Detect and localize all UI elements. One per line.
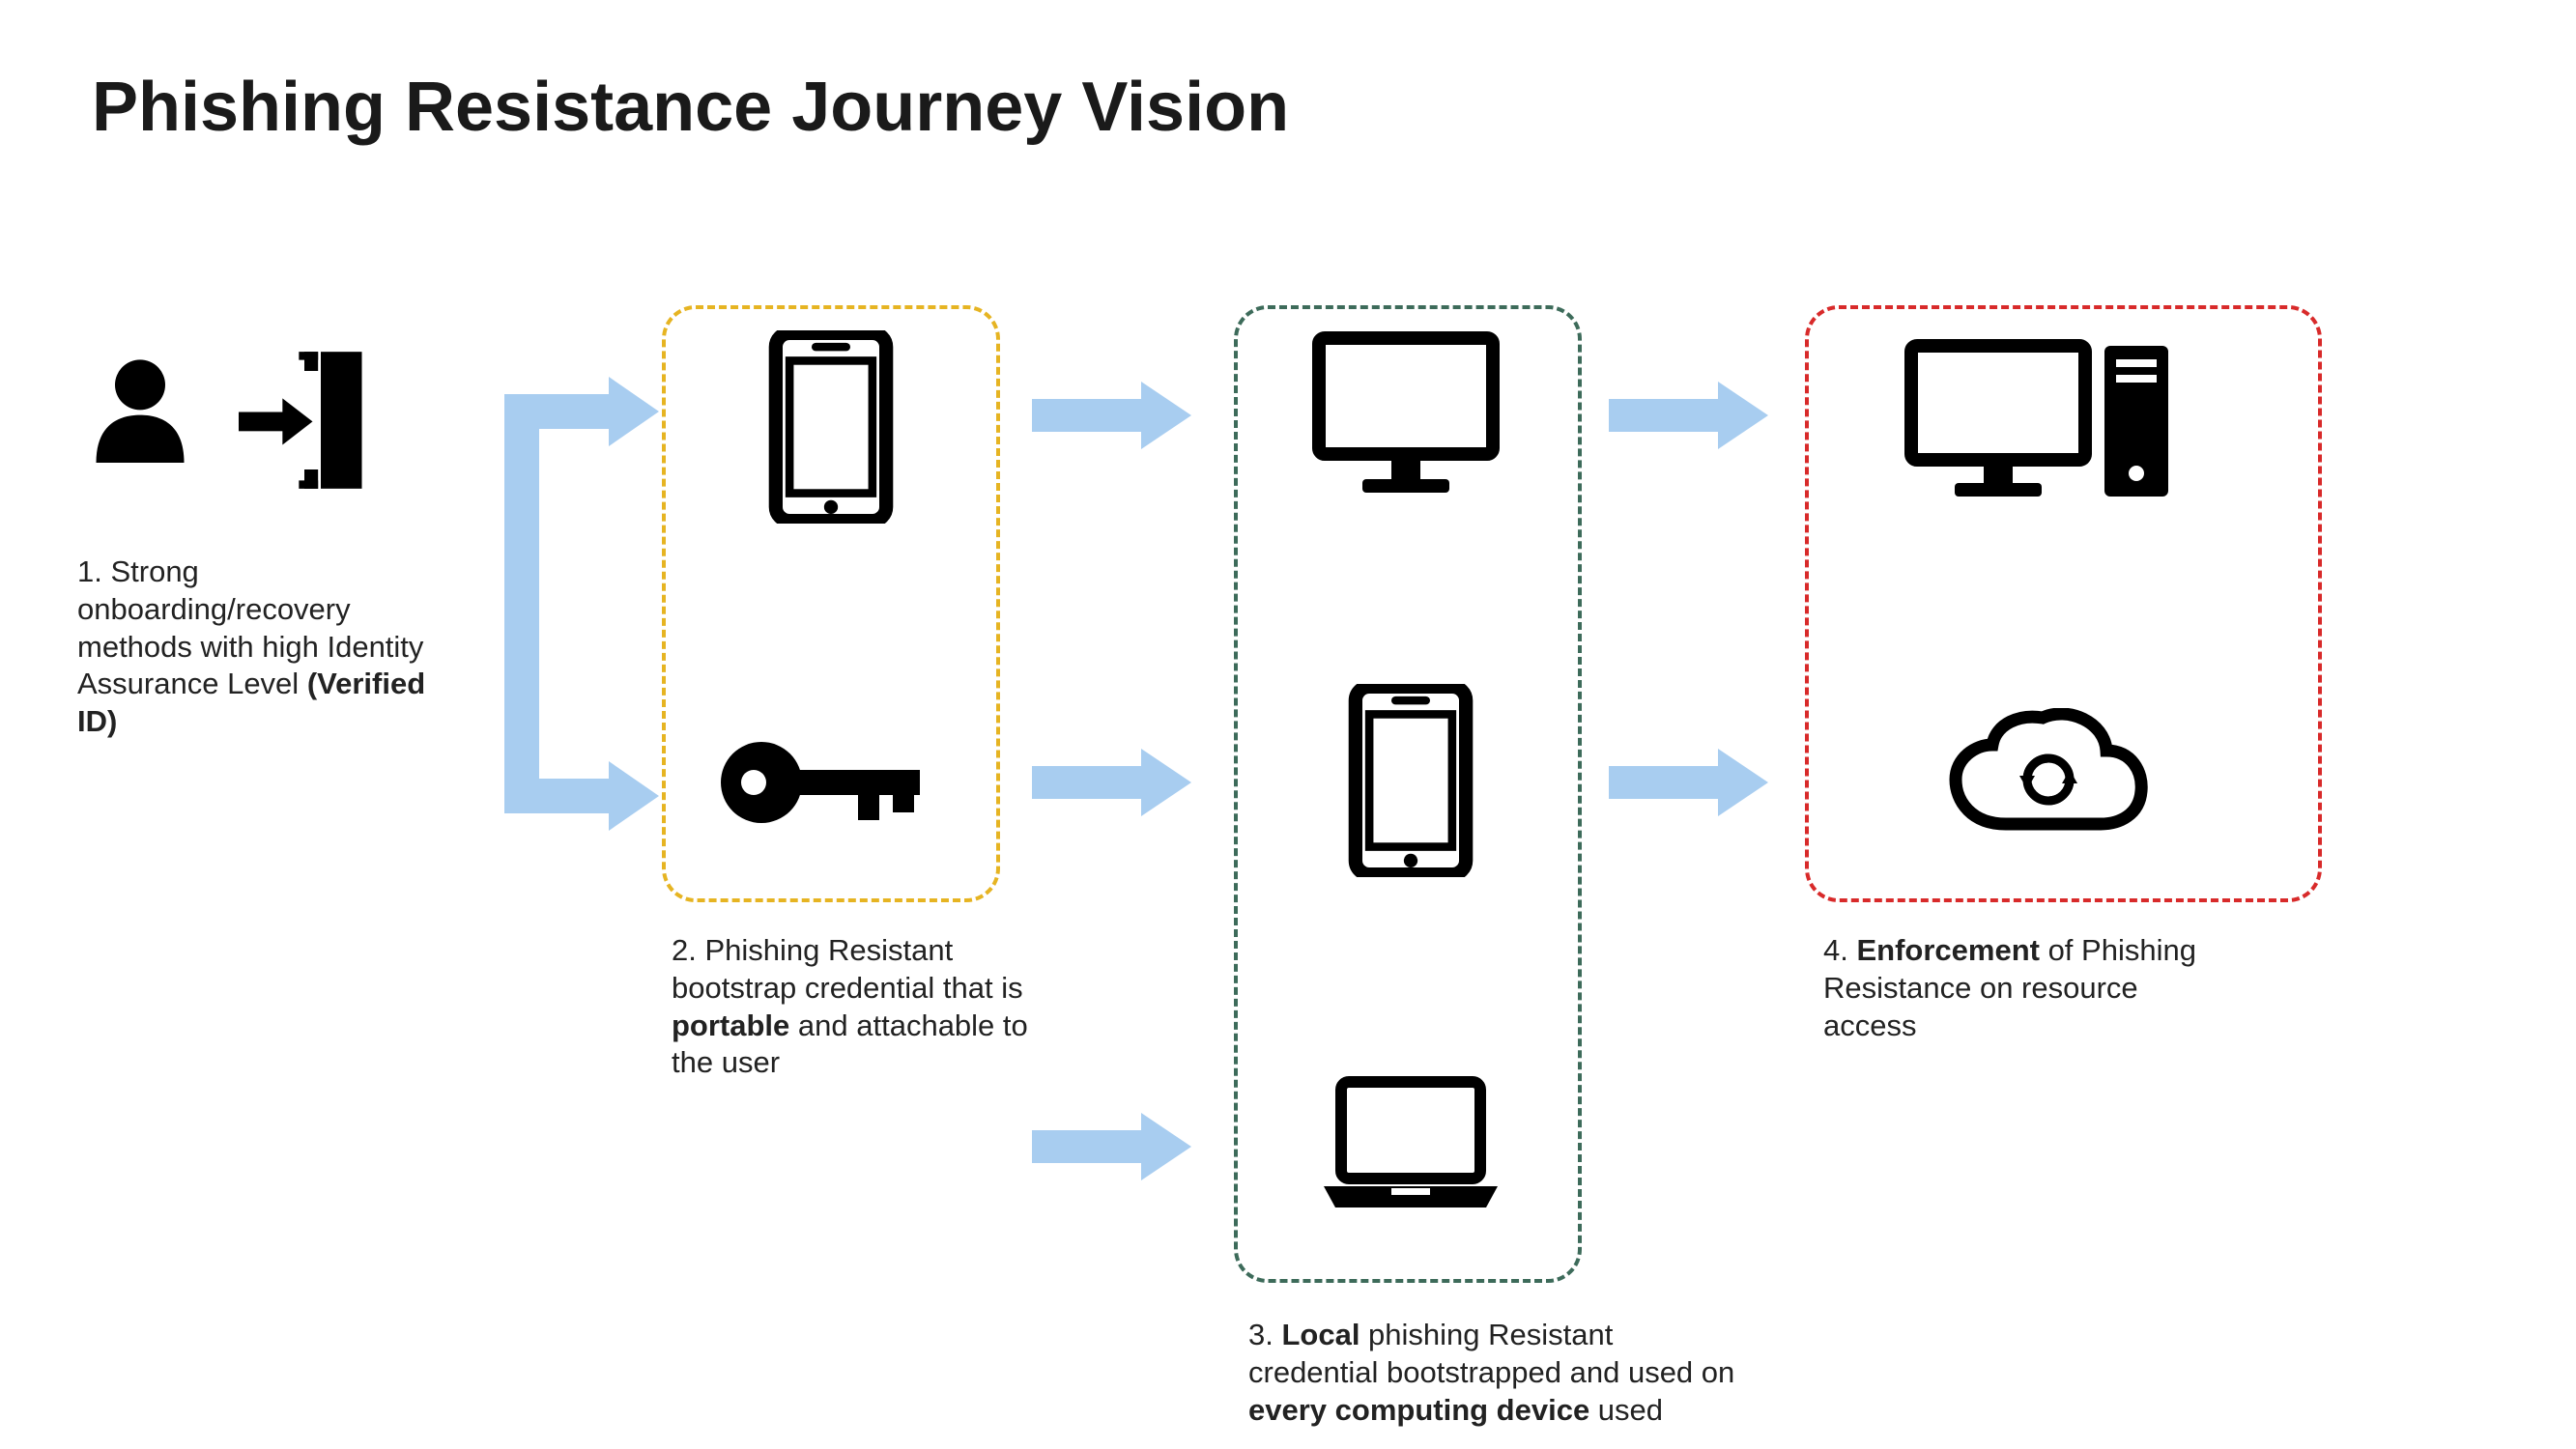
arrow-s3-bottom [1609, 749, 1768, 816]
fork-arrow [454, 377, 659, 831]
monitor-icon [1309, 328, 1503, 502]
step3-bold1: Local [1281, 1318, 1360, 1351]
page-title: Phishing Resistance Journey Vision [92, 68, 1289, 147]
login-icon [222, 338, 386, 502]
step4-caption: 4. Enforcement of Phishing Resistance on… [1823, 932, 2219, 1044]
step2-bold: portable [672, 1009, 789, 1042]
arrow-s2-bottom [1032, 749, 1191, 816]
step3-post: used [1589, 1393, 1663, 1427]
smartphone-icon [758, 330, 903, 524]
step3-bold2: every computing device [1248, 1393, 1589, 1427]
arrow-s2-top [1032, 382, 1191, 449]
key-icon [715, 729, 928, 836]
step1-caption: 1. Strong onboarding/recovery methods wi… [77, 554, 454, 741]
arrow-s3-top [1609, 382, 1768, 449]
step3-caption: 3. Local phishing Resistant credential b… [1248, 1317, 1751, 1429]
cloud-sync-icon [1942, 708, 2155, 853]
smartphone-icon-2 [1338, 684, 1483, 877]
laptop-icon [1314, 1072, 1507, 1217]
step4-bold: Enforcement [1856, 933, 2039, 967]
arrow-s2-caption [1032, 1113, 1191, 1180]
step3-pre: 3. [1248, 1318, 1281, 1351]
user-icon [77, 350, 203, 475]
step2-pre: 2. Phishing Resistant bootstrap credenti… [672, 933, 1023, 1005]
desktop-pc-icon [1902, 328, 2182, 512]
step2-caption: 2. Phishing Resistant bootstrap credenti… [672, 932, 1039, 1082]
step4-pre: 4. [1823, 933, 1856, 967]
